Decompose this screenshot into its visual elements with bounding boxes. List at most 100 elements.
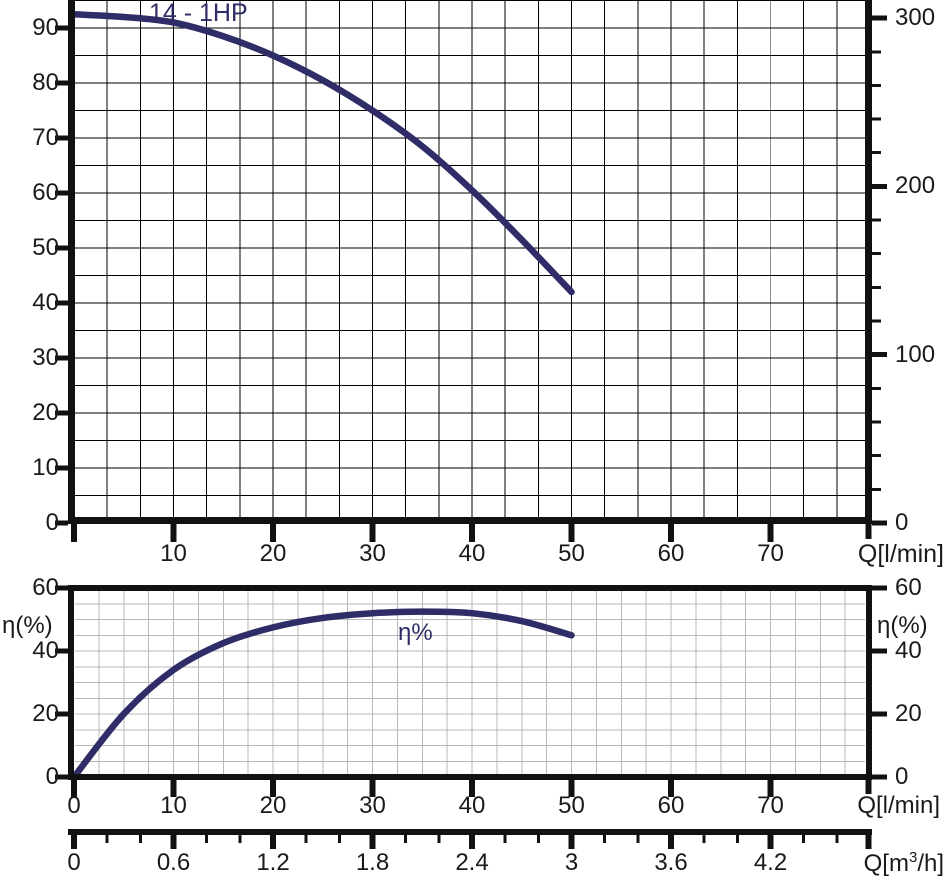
- head-right-minor-tick: [872, 252, 881, 256]
- eff-x-tick-label: 20: [259, 792, 287, 819]
- m3h-unit-pre: Q[m: [863, 850, 909, 877]
- efficiency-chart-x-unit-label: Q[l/min]: [857, 792, 940, 819]
- head-bottom-tick: [369, 524, 376, 542]
- eff-y-left-tick-label: 40: [32, 637, 59, 664]
- eff-left-tick: [55, 774, 68, 780]
- m3h-tick-label: 0: [67, 849, 81, 876]
- head-right-minor-tick: [872, 50, 881, 54]
- m3h-minor-tick: [105, 835, 109, 843]
- head-right-tick: [872, 352, 887, 358]
- eff-bottom-tick: [568, 780, 575, 797]
- head-left-tick: [55, 25, 68, 31]
- head-y-left-tick-label: 10: [32, 454, 59, 481]
- m3h-minor-tick: [536, 835, 540, 843]
- m3h-major-tick: [170, 835, 177, 849]
- head-right-minor-tick: [872, 151, 881, 155]
- head-left-tick: [55, 520, 68, 526]
- head-chart-x-unit-label: Q[l/min]: [857, 540, 944, 568]
- eff-right-tick: [872, 648, 887, 654]
- m3h-tick-label: 3: [564, 849, 579, 876]
- eff-bottom-tick: [767, 780, 774, 797]
- eff-x-tick-label: 10: [160, 792, 187, 819]
- eff-right-tick: [872, 585, 887, 591]
- m3h-minor-tick: [238, 835, 242, 843]
- head-left-tick: [55, 190, 68, 196]
- m3h-major-tick: [469, 835, 475, 849]
- head-y-left-tick-label: 40: [32, 289, 59, 316]
- head-bottom-tick: [469, 524, 475, 542]
- head-x-tick-label: 40: [458, 540, 486, 567]
- head-left-tick: [55, 465, 68, 471]
- eff-right-tick: [872, 711, 887, 717]
- eff-x-tick-label: 50: [558, 792, 585, 819]
- head-y-right-tick-label: 100: [895, 340, 936, 368]
- head-right-minor-tick: [872, 285, 881, 289]
- m3h-minor-tick: [835, 835, 839, 843]
- head-y-left-tick-label: 30: [32, 344, 59, 371]
- head-right-minor-tick: [872, 83, 881, 87]
- m3h-minor-tick: [304, 835, 308, 843]
- m3h-major-tick: [668, 835, 674, 849]
- m3h-minor-tick: [138, 835, 142, 843]
- eff-left-spine: [68, 585, 74, 780]
- head-right-minor-tick: [872, 319, 881, 323]
- head-left-tick: [55, 410, 68, 416]
- eff-y-right-tick-label: 20: [895, 700, 922, 727]
- eff-bottom-tick: [170, 780, 177, 797]
- head-y-right-tick-label: 300: [895, 4, 936, 32]
- head-right-tick: [872, 15, 887, 21]
- eff-bottom-end-tick: [865, 780, 872, 794]
- head-bottom-spine: [68, 517, 872, 524]
- eff-right-spine: [866, 585, 872, 780]
- m3h-major-tick: [71, 835, 77, 849]
- efficiency-y-axis-label-left: η(%): [2, 612, 53, 639]
- head-x-tick-label: 30: [359, 540, 386, 567]
- m3h-end-tick: [865, 835, 872, 849]
- m3h-minor-tick: [802, 835, 806, 843]
- m3h-tick-label: 0.6: [156, 849, 191, 876]
- head-y-left-tick-label: 90: [32, 14, 59, 41]
- head-left-tick: [55, 300, 68, 306]
- head-bottom-end-tick: [865, 524, 872, 539]
- eff-x-tick-label: 0: [67, 792, 81, 819]
- head-y-left-tick-label: 70: [32, 124, 59, 151]
- m3h-tick-label: 3.6: [654, 849, 688, 876]
- head-x-tick-label: 60: [657, 540, 685, 567]
- m3h-minor-tick: [636, 835, 640, 843]
- eff-left-tick: [55, 648, 68, 654]
- head-curve-label: 14 - 1HP: [149, 0, 248, 27]
- m3h-axis-line: [68, 829, 872, 835]
- head-right-tick: [872, 520, 887, 526]
- eff-x-tick-label: 30: [359, 792, 386, 819]
- eff-y-left-tick-label: 0: [45, 763, 59, 790]
- head-right-tick: [872, 183, 887, 189]
- head-curve: [70, 11, 575, 296]
- head-y-left-tick-label: 20: [32, 399, 59, 426]
- head-x-tick-label: 20: [259, 540, 287, 567]
- eff-right-tick: [872, 774, 887, 780]
- eff-y-left-tick-label: 60: [32, 574, 59, 601]
- eff-x-tick-label: 60: [657, 792, 685, 819]
- head-bottom-tick: [767, 524, 774, 542]
- head-left-tick: [55, 135, 68, 141]
- m3h-tick-label: 2.4: [455, 849, 489, 876]
- m3h-axis-unit-label: Q[m3/h]: [864, 850, 944, 876]
- head-left-tick: [55, 80, 68, 86]
- efficiency-curve-label: η%: [398, 619, 433, 646]
- head-right-minor-tick: [872, 386, 881, 390]
- eff-bottom-tick: [270, 780, 276, 797]
- m3h-tick-label: 4.2: [753, 849, 788, 876]
- eff-y-left-tick-label: 20: [32, 700, 59, 727]
- eff-left-tick: [55, 711, 68, 717]
- eff-x-tick-label: 40: [458, 792, 486, 819]
- eff-bottom-tick: [469, 780, 475, 797]
- eff-y-right-tick-label: 40: [895, 637, 922, 664]
- head-y-right-tick-label: 0: [895, 509, 909, 536]
- efficiency-curve: [70, 608, 575, 781]
- head-bottom-tick: [568, 524, 575, 542]
- head-bottom-tick: [71, 524, 77, 542]
- head-y-left-tick-label: 50: [32, 234, 59, 261]
- head-right-minor-tick: [872, 218, 881, 222]
- eff-bottom-tick: [369, 780, 376, 797]
